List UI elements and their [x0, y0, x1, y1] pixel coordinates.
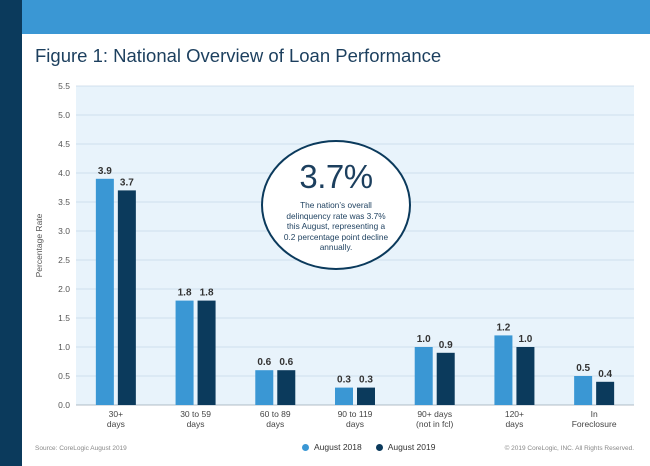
x-tick-label: Foreclosure: [572, 419, 617, 429]
x-tick-label: 30 to 59: [180, 409, 211, 419]
x-tick-label: In: [591, 409, 598, 419]
bar-august-2018: [494, 335, 513, 405]
data-label: 1.8: [200, 288, 214, 299]
y-tick-label: 4.5: [58, 139, 70, 149]
x-tick-label: days: [346, 419, 364, 429]
y-tick-label: 2.5: [58, 255, 70, 265]
x-tick-label: days: [187, 419, 205, 429]
data-label: 0.6: [257, 357, 271, 368]
bar-august-2018: [175, 300, 194, 405]
x-tick-label: (not in fcl): [416, 419, 453, 429]
data-label: 0.3: [359, 375, 373, 386]
legend-dot-2019: [375, 443, 383, 451]
bar-august-2019: [357, 387, 375, 405]
x-tick-label: 120+: [505, 409, 524, 419]
y-tick-label: 3.5: [58, 197, 70, 207]
data-label: 1.8: [178, 288, 192, 299]
y-tick-label: 4.0: [58, 168, 70, 178]
callout-text: The nation’s overall delinquency rate wa…: [283, 200, 389, 252]
bar-august-2018: [95, 178, 114, 405]
y-tick-label: 0.0: [58, 400, 70, 410]
data-label: 0.4: [598, 369, 612, 380]
data-label: 1.0: [417, 334, 431, 345]
data-label: 0.9: [439, 340, 453, 351]
x-tick-label: 90 to 119: [338, 409, 373, 419]
x-tick-label: 60 to 89: [260, 409, 291, 419]
bar-august-2018: [574, 376, 593, 405]
y-tick-label: 3.0: [58, 226, 70, 236]
y-tick-label: 1.5: [58, 313, 70, 323]
data-label: 0.6: [279, 357, 293, 368]
x-tick-label: 30+: [109, 409, 123, 419]
x-tick-label: days: [505, 419, 523, 429]
header-band: [0, 0, 650, 34]
y-tick-label: 5.0: [58, 110, 70, 120]
data-label: 3.9: [98, 166, 112, 177]
y-tick-label: 5.5: [58, 81, 70, 91]
bar-august-2019: [596, 381, 615, 405]
bar-august-2019: [117, 190, 136, 405]
source-note: Source: CoreLogic August 2019: [35, 445, 127, 452]
legend-label-2019: August 2019: [387, 442, 436, 452]
bar-august-2018: [255, 370, 274, 405]
data-label: 3.7: [120, 177, 134, 188]
y-tick-label: 1.0: [58, 342, 70, 352]
legend-item-2019: August 2019: [375, 442, 436, 452]
y-tick-label: 0.5: [58, 371, 70, 381]
copyright-note: © 2019 CoreLogic, INC. All Rights Reserv…: [504, 445, 634, 452]
y-tick-label: 2.0: [58, 284, 70, 294]
callout-circle: 3.7% The nation’s overall delinquency ra…: [261, 140, 411, 270]
bar-august-2019: [436, 352, 455, 405]
page-title: Figure 1: National Overview of Loan Perf…: [35, 45, 442, 66]
side-band: [0, 0, 22, 466]
bar-august-2018: [414, 347, 433, 405]
data-label: 0.3: [337, 375, 351, 386]
x-tick-label: days: [266, 419, 284, 429]
legend: August 2018 August 2019: [302, 442, 435, 452]
x-tick-label: days: [107, 419, 125, 429]
legend-dot-2018: [302, 443, 309, 451]
bar-august-2018: [335, 387, 353, 405]
bar-august-2019: [197, 300, 216, 405]
legend-item-2018: August 2018: [302, 442, 362, 452]
data-label: 1.2: [496, 322, 510, 333]
bar-august-2019: [516, 347, 535, 405]
x-tick-label: 90+ days: [417, 409, 452, 419]
y-axis-label: Percentage Rate: [34, 213, 44, 277]
bar-august-2019: [277, 370, 296, 405]
data-label: 0.5: [576, 363, 590, 374]
legend-label-2018: August 2018: [314, 442, 362, 452]
callout-stat: 3.7%: [299, 158, 373, 195]
data-label: 1.0: [518, 334, 532, 345]
